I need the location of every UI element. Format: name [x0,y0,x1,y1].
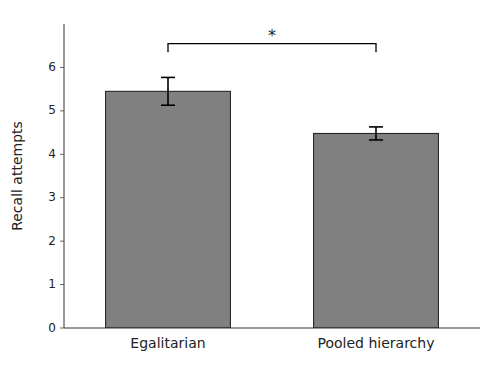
bar [314,133,439,328]
y-tick [60,110,64,111]
y-axis-label: Recall attempts [9,121,25,231]
error-cap [369,139,383,141]
y-axis-line [64,24,65,328]
y-tick [60,284,64,285]
error-stem [167,77,169,105]
error-bar [161,77,175,105]
y-tick [60,197,64,198]
error-cap [161,77,175,79]
x-axis-line [64,328,480,329]
bar [106,91,231,328]
error-cap [369,126,383,128]
y-tick-label: 1 [48,277,56,291]
y-tick [60,154,64,155]
error-cap [161,104,175,106]
chart-svg: 0 1 2 3 4 5 6 Recall attempts Egalitarian Pooled … [0,0,500,374]
chart-container: 0 1 2 3 4 5 6 Recall attempts Egalitarian Pooled … [0,0,500,374]
error-stem [375,127,377,140]
y-tick-label: 2 [48,234,56,248]
y-tick-label: 3 [48,190,56,204]
x-tick-label: Pooled hierarchy [318,335,435,351]
error-bar [369,127,383,140]
y-tick-label: 6 [48,60,56,74]
y-tick [60,328,64,329]
significance-label: * [268,26,276,45]
y-tick [60,67,64,68]
plot-marks [106,44,439,328]
y-tick [60,241,64,242]
y-tick-label: 0 [48,321,56,335]
y-tick-label: 4 [48,147,56,161]
x-tick-label: Egalitarian [130,335,205,351]
y-tick-label: 5 [48,103,56,117]
significance-bracket [168,44,376,53]
